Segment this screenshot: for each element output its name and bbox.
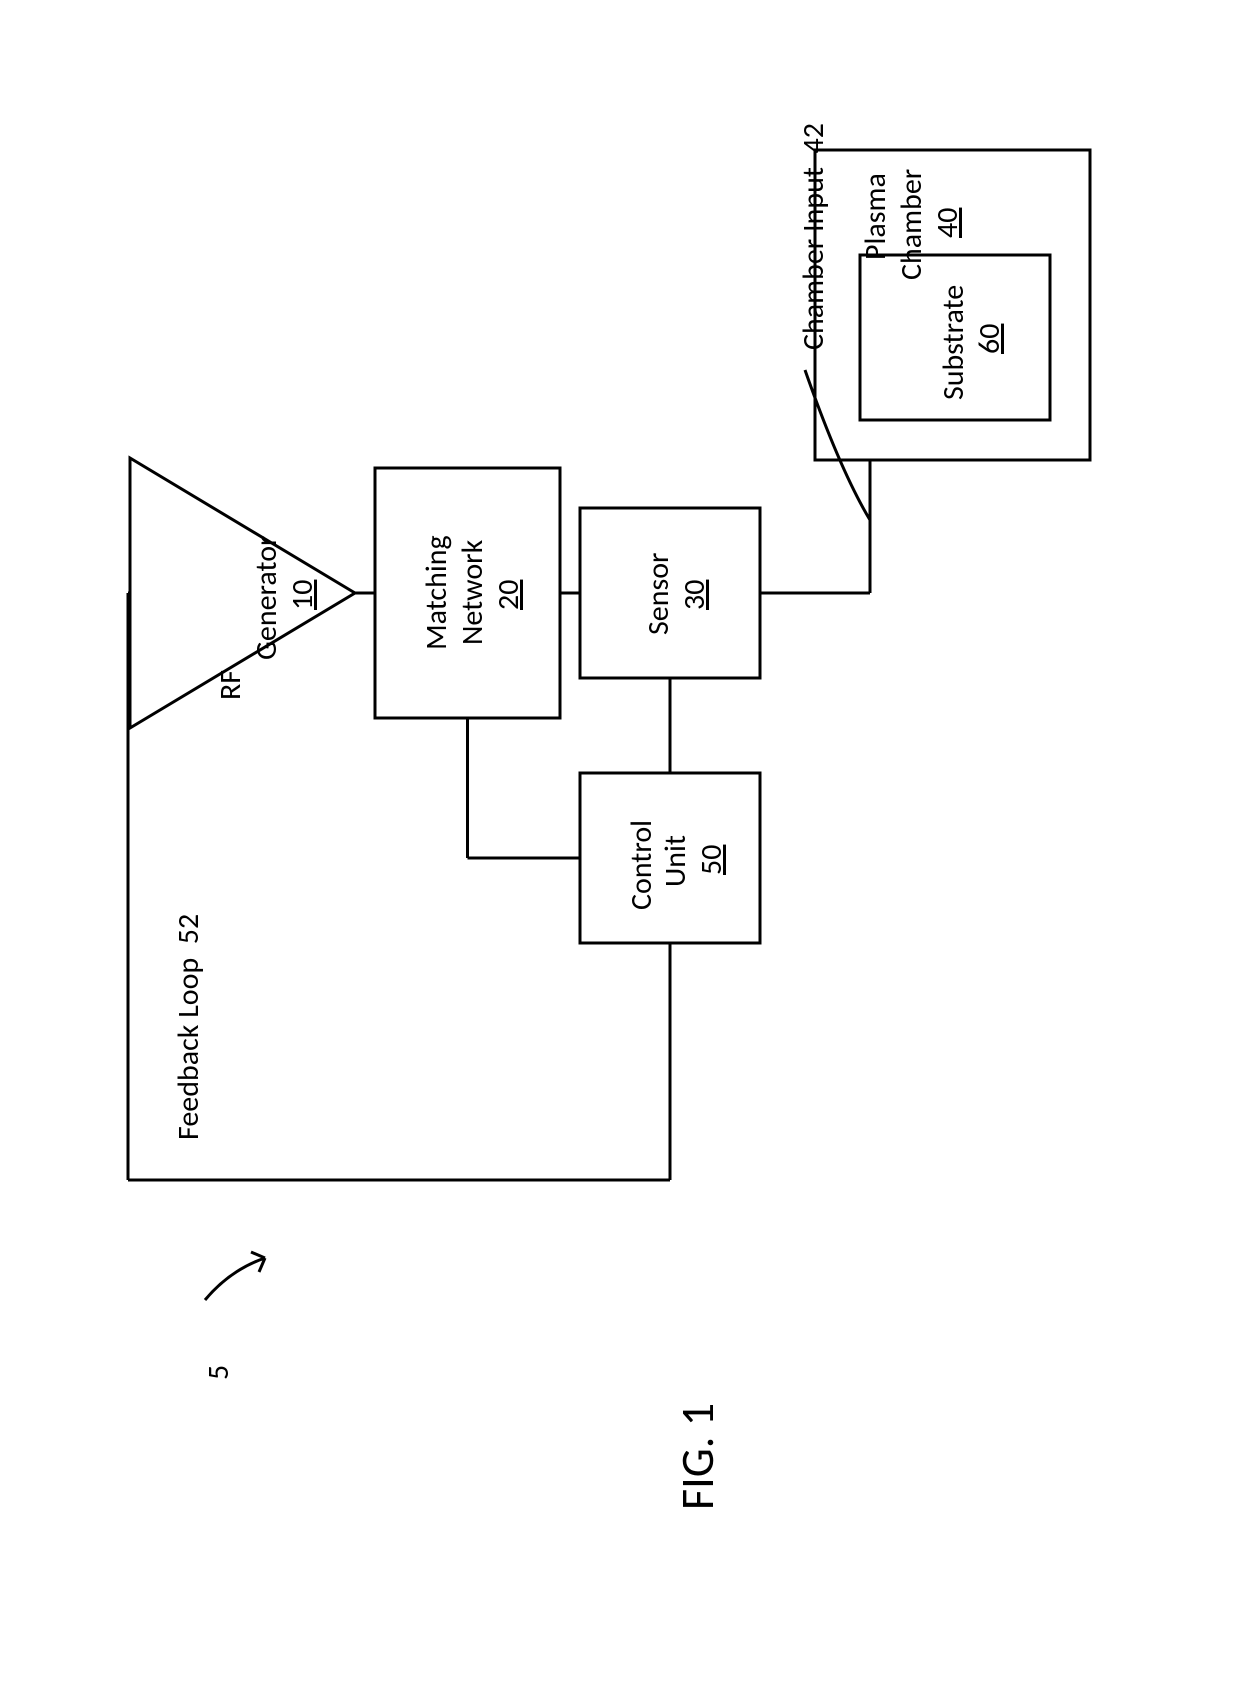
rf-generator-label-line2: Generator [248,535,285,660]
figure-canvas: RF Generator 10 Matching Network 20 Sens… [0,0,1240,1696]
figure-caption: FIG. 1 [670,1403,726,1510]
plasma-chamber-ref-num: 40 [929,208,966,238]
sensor-label: Sensor [640,553,677,636]
feedback-loop-label: Feedback Loop [170,958,207,1140]
control-unit-label-line2: Unit [657,835,694,887]
matching-network-ref-num: 20 [490,580,527,610]
feedback-loop-ref-num: 52 [170,914,207,944]
substrate-label: Substrate [935,285,972,400]
plasma-chamber-label-line1: Plasma [857,173,894,260]
substrate-ref-num: 60 [971,324,1008,354]
rf-generator-label-line1: RF [212,670,249,700]
rf-generator-ref-num: 10 [284,580,321,610]
control-unit-ref-num: 50 [693,845,730,875]
chamber-input-label: Chamber Input [795,167,832,350]
sensor-ref-num: 30 [676,580,713,610]
system-ref-num: 5 [200,1365,237,1380]
matching-network-label-line1: Matching [418,535,455,650]
diagram-svg [0,0,1240,1696]
chamber-input-ref-num: 42 [795,123,832,153]
matching-network-label-line2: Network [454,540,491,645]
plasma-chamber-label-line2: Chamber [893,169,930,280]
control-unit-label-line1: Control [623,820,660,910]
